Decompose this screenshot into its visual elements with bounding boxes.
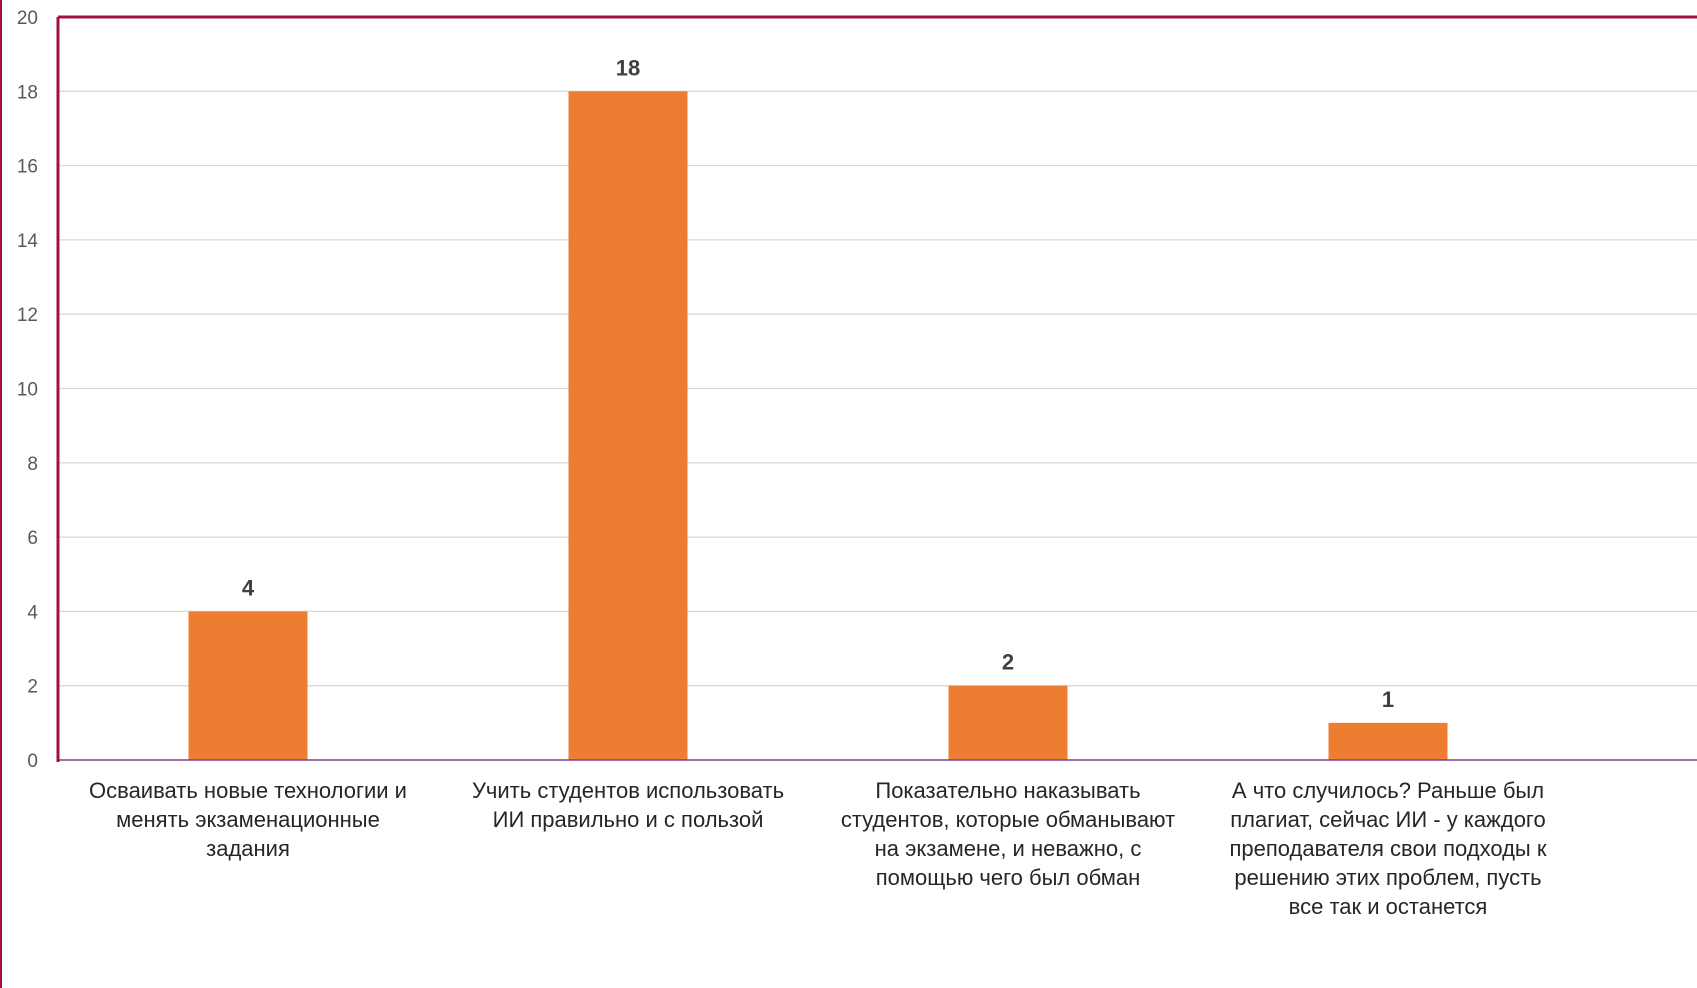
y-tick-label: 14: [17, 231, 39, 252]
category-labels: Осваивать новые технологии и менять экзам…: [89, 778, 1547, 919]
category-label-line: ИИ правильно и с пользой: [493, 807, 764, 832]
data-labels: 4 18 2 1: [242, 55, 1394, 712]
category-label-line: все так и останется: [1289, 894, 1488, 919]
data-label: 4: [242, 575, 255, 600]
category-label-line: на экзамене, и неважно, с: [875, 836, 1142, 861]
y-axis-ticks: 0 2 4 6 8 10 12 14 16 18 20: [17, 8, 39, 772]
category-label: Показательно наказывать студентов, которы…: [841, 778, 1175, 890]
category-label: А что случилось? Раньше был плагиат, сейч…: [1230, 778, 1547, 919]
data-label: 1: [1382, 687, 1394, 712]
category-label-line: А что случилось? Раньше был: [1232, 778, 1544, 803]
category-label-line: плагиат, сейчас ИИ - у каждого: [1230, 807, 1545, 832]
grid-lines: [58, 90, 1697, 687]
bar: [948, 685, 1068, 760]
y-tick-label: 6: [27, 528, 38, 549]
y-tick-label: 12: [17, 305, 38, 326]
y-tick-label: 0: [27, 751, 38, 772]
y-tick-label: 18: [17, 82, 38, 103]
category-label-line: решению этих проблем, пусть: [1234, 865, 1541, 890]
category-label-line: Показательно наказывать: [875, 778, 1140, 803]
data-label: 2: [1002, 650, 1014, 675]
category-label: Осваивать новые технологии и менять экзам…: [89, 778, 407, 861]
y-tick-label: 16: [17, 157, 38, 178]
category-label-line: менять экзаменационные: [116, 807, 380, 832]
category-label-line: задания: [206, 836, 290, 861]
bar: [188, 611, 308, 760]
y-tick-label: 2: [27, 677, 38, 698]
category-label-line: Осваивать новые технологии и: [89, 778, 407, 803]
category-label-line: преподавателя свои подходы к: [1230, 836, 1547, 861]
category-label-line: студентов, которые обманывают: [841, 807, 1175, 832]
y-tick-label: 8: [27, 454, 38, 475]
bar: [568, 91, 688, 761]
bar: [1328, 722, 1448, 760]
bars: [188, 91, 1448, 761]
y-tick-label: 4: [27, 602, 38, 623]
category-label: Учить студентов использовать ИИ правильно…: [472, 778, 784, 832]
y-tick-label: 20: [17, 8, 38, 29]
y-tick-label: 10: [17, 380, 38, 401]
category-label-line: Учить студентов использовать: [472, 778, 784, 803]
data-label: 18: [616, 55, 640, 80]
category-label-line: помощью чего был обман: [876, 865, 1141, 890]
